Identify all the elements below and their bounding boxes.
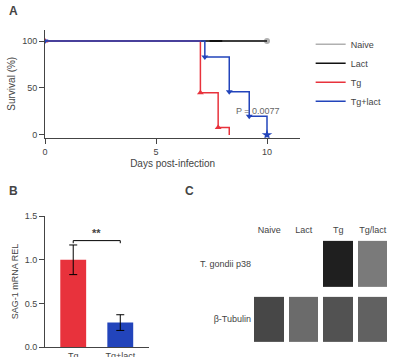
svg-text:A: A bbox=[9, 4, 18, 18]
svg-text:0: 0 bbox=[32, 130, 37, 140]
svg-text:Naive: Naive bbox=[258, 225, 281, 235]
svg-text:Tg: Tg bbox=[351, 78, 362, 88]
svg-text:50: 50 bbox=[27, 83, 37, 93]
svg-text:1.0: 1.0 bbox=[25, 255, 38, 265]
svg-text:5: 5 bbox=[153, 147, 158, 157]
svg-text:Survival (%): Survival (%) bbox=[6, 57, 17, 111]
svg-text:Tg: Tg bbox=[68, 351, 79, 357]
svg-text:100: 100 bbox=[22, 36, 37, 46]
svg-text:Tg/lact: Tg/lact bbox=[359, 225, 387, 235]
svg-text:0.5: 0.5 bbox=[25, 299, 38, 309]
svg-text:Lact: Lact bbox=[295, 225, 313, 235]
svg-text:1.5: 1.5 bbox=[25, 211, 38, 221]
svg-text:Tg: Tg bbox=[333, 225, 344, 235]
svg-text:Tg+lact: Tg+lact bbox=[351, 97, 381, 107]
svg-text:Lact: Lact bbox=[351, 59, 369, 69]
svg-text:SAG-1 mRNA REL: SAG-1 mRNA REL bbox=[10, 244, 20, 320]
svg-text:**: ** bbox=[92, 227, 101, 239]
svg-text:10: 10 bbox=[262, 147, 272, 157]
svg-text:Naive: Naive bbox=[351, 40, 374, 50]
svg-text:C: C bbox=[185, 184, 194, 198]
svg-text:0.0: 0.0 bbox=[25, 342, 38, 352]
svg-text:Tg+lact: Tg+lact bbox=[105, 351, 135, 357]
svg-text:0: 0 bbox=[42, 147, 47, 157]
svg-text:Days post-infection: Days post-infection bbox=[130, 158, 215, 169]
svg-text:T. gondii p38: T. gondii p38 bbox=[200, 259, 251, 269]
svg-text:β-Tubulin: β-Tubulin bbox=[214, 314, 251, 324]
svg-text:B: B bbox=[9, 184, 18, 198]
svg-text:P = 0.0077: P = 0.0077 bbox=[236, 106, 280, 116]
